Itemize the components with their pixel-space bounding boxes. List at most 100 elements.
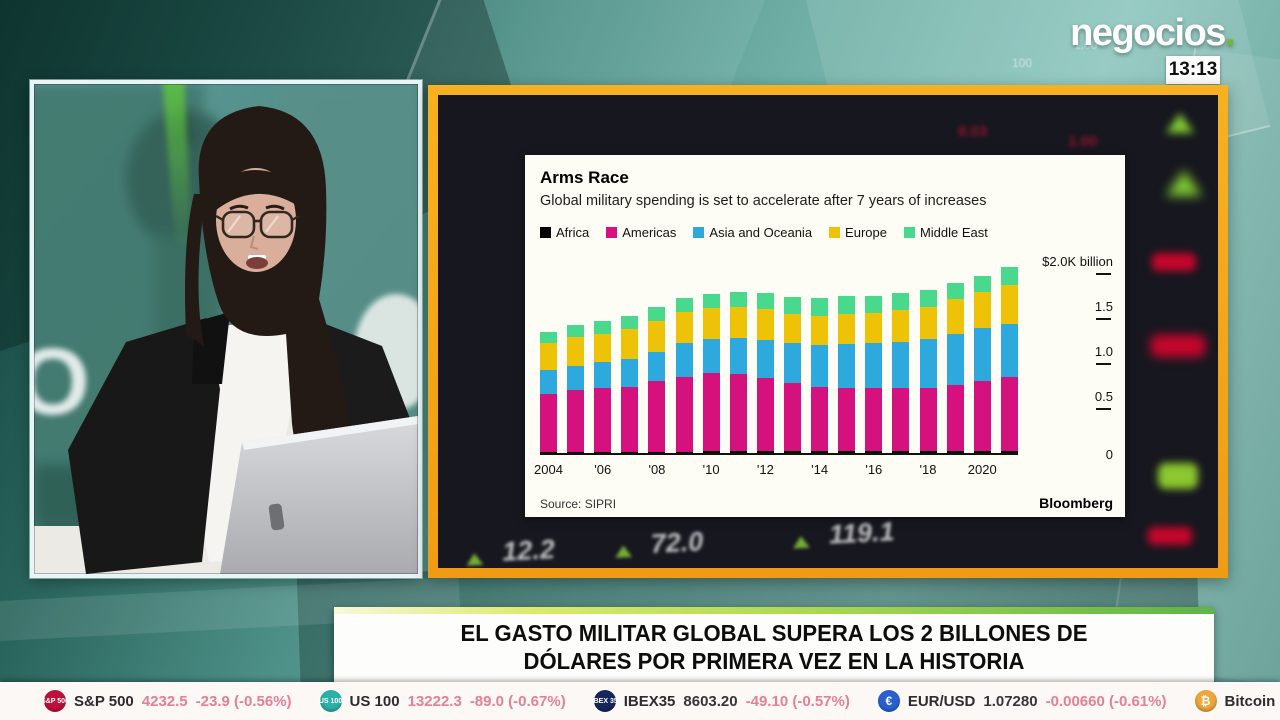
up-arrow-icon (614, 545, 632, 558)
bar-segment-americas (919, 387, 937, 452)
legend-swatch-middle-east (903, 227, 915, 238)
chart-source: Source: SIPRI (540, 497, 617, 511)
graphics-panel-frame: 8.03 1.00 12.2 72.0 119.1 Arms Race Global … (428, 85, 1228, 578)
y-tick-dash (1096, 407, 1111, 410)
up-arrow-icon (465, 552, 484, 566)
bar-2006: '06 (594, 320, 612, 477)
blurred-number: 72.0 (649, 526, 704, 559)
x-axis-line (540, 453, 1018, 455)
x-tick-label: 2020 (967, 462, 997, 477)
x-tick-label: '14 (811, 462, 829, 477)
ticker-change: -0.00660 (-0.61%) (1045, 692, 1167, 710)
y-tick-dash (1096, 362, 1111, 365)
ticker-item-us-100: US 100 US 100 13222.3 -89.0 (-0.67%) (319, 690, 566, 712)
bar-segment-americas (811, 386, 829, 452)
x-tick-label: '10 (702, 462, 720, 477)
graphics-panel: 8.03 1.00 12.2 72.0 119.1 Arms Race Global … (438, 95, 1218, 568)
bar-2013 (783, 296, 801, 455)
y-tick-dash (1096, 317, 1111, 320)
bar-2005 (567, 325, 585, 455)
ticker-change: -49.10 (-0.57%) (745, 692, 850, 710)
bar-segment-middle-east (973, 275, 991, 293)
headline-text: EL GASTO MILITAR GLOBAL SUPERA LOS 2 BIL… (460, 620, 1088, 675)
bar-segment-americas (594, 388, 612, 453)
legend-label: Middle East (919, 225, 988, 240)
channel-logo: negocios. (1070, 12, 1235, 54)
bar-2009 (675, 297, 693, 455)
bar-segment-europe (729, 307, 747, 339)
bar-segment-americas (648, 381, 666, 453)
bar-segment-middle-east (838, 295, 856, 314)
bar-2010: '10 (702, 293, 720, 477)
ticker-symbol: US 100 (349, 692, 400, 710)
bar-segment-americas (865, 388, 883, 452)
ticker-symbol: EUR/USD (907, 692, 976, 710)
bar-segment-europe (892, 310, 910, 342)
green-light-streak (162, 84, 192, 254)
legend-label: Asia and Oceania (709, 225, 813, 240)
bar-segment-americas (838, 387, 856, 452)
bar-2018: '18 (919, 290, 937, 477)
ticker-change: -89.0 (-0.67%) (469, 692, 566, 710)
bar-2007 (621, 315, 639, 455)
bar-segment-europe (540, 342, 557, 371)
bar-segment-middle-east (811, 297, 829, 316)
ticker-item-ibex35: IBEX 35 IBEX35 8603.20 -49.10 (-0.57%) (592, 690, 850, 712)
headline-banner: EL GASTO MILITAR GLOBAL SUPERA LOS 2 BIL… (334, 607, 1214, 687)
legend-item-asia-and-oceania: Asia and Oceania (693, 225, 812, 240)
bar-2008: '08 (648, 307, 666, 477)
blurred-number: 8.03 (958, 123, 988, 140)
ticker-value: 4232.5 (141, 692, 188, 710)
bar-segment-asia-and-oceania (783, 343, 801, 384)
svg-text:O: O (34, 329, 90, 435)
clock: 13:13 (1166, 56, 1220, 84)
y-axis: $2.0K billion 1.5 1.0 0.5 0 (1003, 205, 1113, 462)
bar-segment-asia-and-oceania (892, 341, 910, 389)
bar-segment-asia-and-oceania (567, 365, 585, 391)
bar-segment-middle-east (946, 283, 964, 300)
legend-item-africa: Africa (540, 225, 589, 240)
ibex35-icon: IBEX 35 (592, 690, 618, 712)
bloomberg-chart-card: Arms Race Global military spending is se… (525, 155, 1125, 517)
bar-segment-asia-and-oceania (540, 370, 557, 394)
bar-segment-asia-and-oceania (919, 338, 937, 388)
bar-segment-americas (756, 377, 774, 452)
blurred-number: 119.1 (828, 516, 896, 550)
bar-segment-americas (783, 383, 801, 452)
bar-segment-middle-east (892, 293, 910, 311)
x-tick-label: '12 (756, 462, 774, 477)
bar-segment-europe (946, 299, 964, 334)
bar-2016: '16 (865, 295, 883, 477)
bar-segment-europe (919, 306, 937, 339)
bar-segment-middle-east (540, 331, 557, 343)
legend-swatch-asia-and-oceania (693, 227, 705, 238)
bar-segment-middle-east (621, 315, 639, 330)
ticker-item-eur-usd: € EUR/USD 1.07280 -0.00660 (-0.61%) (877, 690, 1167, 712)
presenter-photo: O (34, 84, 418, 574)
bar-2011 (729, 292, 747, 455)
bar-segment-europe (675, 311, 693, 344)
legend-label: Europe (845, 225, 887, 240)
bar-segment-middle-east (919, 290, 937, 307)
laptop (220, 416, 418, 574)
up-arrow-icon (792, 535, 811, 549)
bar-segment-americas (892, 388, 910, 452)
bar-segment-asia-and-oceania (946, 333, 964, 385)
ticker-value: 13222.3 (407, 692, 462, 710)
ticker-symbol: IBEX35 (623, 692, 676, 710)
bar-segment-europe (783, 313, 801, 344)
bar-segment-europe (594, 333, 612, 363)
bloomberg-logo: Bloomberg (1039, 495, 1113, 511)
bar-segment-asia-and-oceania (594, 362, 612, 389)
x-tick-label: '18 (919, 462, 937, 477)
bar-2015 (838, 295, 856, 455)
bar-segment-middle-east (865, 295, 883, 313)
bar-segment-asia-and-oceania (865, 343, 883, 389)
x-tick-label: '16 (865, 462, 883, 477)
bar-segment-europe (865, 312, 883, 344)
bar-segment-americas (946, 384, 964, 452)
blurred-number: 12.2 (501, 534, 556, 567)
legend-swatch-africa (540, 227, 551, 238)
bar-2004: 2004 (534, 331, 563, 477)
bar-2017 (892, 293, 910, 455)
